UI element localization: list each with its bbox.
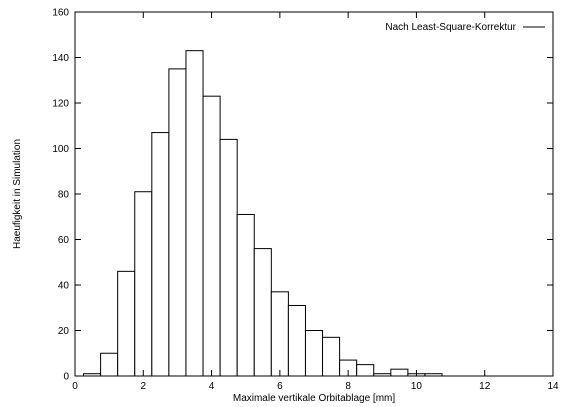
x-tick-label: 0 — [72, 381, 78, 392]
y-axis-label: Haeufigkeit in Simulation — [12, 139, 23, 249]
legend-label: Nach Least-Square-Korrektur — [385, 22, 516, 33]
bars-group — [83, 50, 443, 377]
y-tick-label: 160 — [52, 8, 69, 19]
x-tick-label: 8 — [345, 381, 351, 392]
histogram-bar — [390, 368, 409, 377]
y-tick-label: 140 — [52, 53, 69, 64]
histogram-bar — [202, 95, 221, 377]
y-tick-label: 20 — [58, 326, 70, 337]
histogram-bar — [117, 270, 136, 377]
y-tick-label: 0 — [63, 372, 69, 383]
histogram-bar — [322, 336, 341, 377]
histogram-bar — [253, 248, 272, 377]
histogram-bar — [185, 50, 204, 377]
x-axis-label: Maximale vertikale Orbitablage [mm] — [233, 393, 395, 404]
histogram-bar — [219, 138, 238, 377]
y-tick-label: 60 — [58, 235, 70, 246]
y-tick-label: 80 — [58, 190, 70, 201]
histogram-bar — [304, 330, 324, 377]
legend: Nach Least-Square-Korrektur — [385, 22, 545, 33]
x-tick-label: 14 — [547, 381, 559, 392]
y-tick-label: 40 — [58, 281, 70, 292]
histogram-bar — [236, 213, 255, 377]
histogram-bar — [168, 68, 187, 377]
histogram-bar — [151, 132, 170, 377]
x-tick-label: 12 — [479, 381, 491, 392]
histogram-bar — [134, 191, 153, 377]
histogram-bar — [100, 352, 119, 377]
y-tick-label: 120 — [52, 99, 69, 110]
x-tick-label: 6 — [277, 381, 283, 392]
x-tick-label: 2 — [141, 381, 147, 392]
histogram-bar — [356, 364, 375, 377]
histogram-bar — [270, 291, 289, 377]
histogram-bar — [287, 304, 306, 377]
x-tick-label: 4 — [209, 381, 215, 392]
y-tick-label: 100 — [52, 144, 69, 155]
x-tick-label: 10 — [411, 381, 423, 392]
